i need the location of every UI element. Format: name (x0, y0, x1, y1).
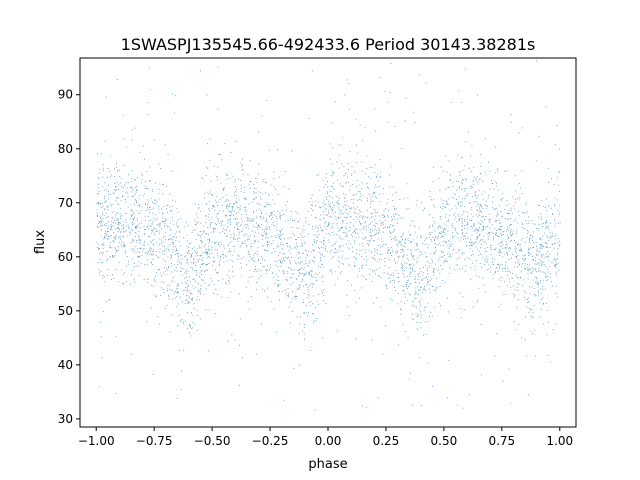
x-tick-label: −0.25 (252, 434, 289, 448)
x-tick-label: −0.50 (194, 434, 231, 448)
x-tick-label: 0.75 (488, 434, 515, 448)
chart-title: 1SWASPJ135545.66-492433.6 Period 30143.3… (121, 35, 536, 54)
x-axis-ticks: −1.00 −0.75 −0.50 −0.25 0.00 0.25 0.50 0.75 1.00 (78, 427, 573, 448)
y-tick-label: 30 (58, 412, 73, 426)
x-axis-label: phase (308, 457, 347, 472)
y-tick-label: 80 (58, 142, 73, 156)
y-tick-label: 40 (58, 358, 73, 372)
y-tick-label: 50 (58, 304, 73, 318)
x-tick-label: 0.00 (315, 434, 342, 448)
x-tick-label: 0.50 (431, 434, 458, 448)
y-tick-label: 70 (58, 196, 73, 210)
data-point-cloud (96, 60, 561, 411)
y-axis-ticks: 30 40 50 60 70 80 90 (58, 88, 80, 426)
x-tick-label: 1.00 (546, 434, 573, 448)
y-tick-label: 90 (58, 88, 73, 102)
y-axis-label: flux (33, 230, 48, 254)
x-tick-label: 0.25 (373, 434, 400, 448)
x-tick-label: −0.75 (136, 434, 173, 448)
data-points (96, 60, 561, 411)
x-tick-label: −1.00 (78, 434, 115, 448)
y-tick-label: 60 (58, 250, 73, 264)
